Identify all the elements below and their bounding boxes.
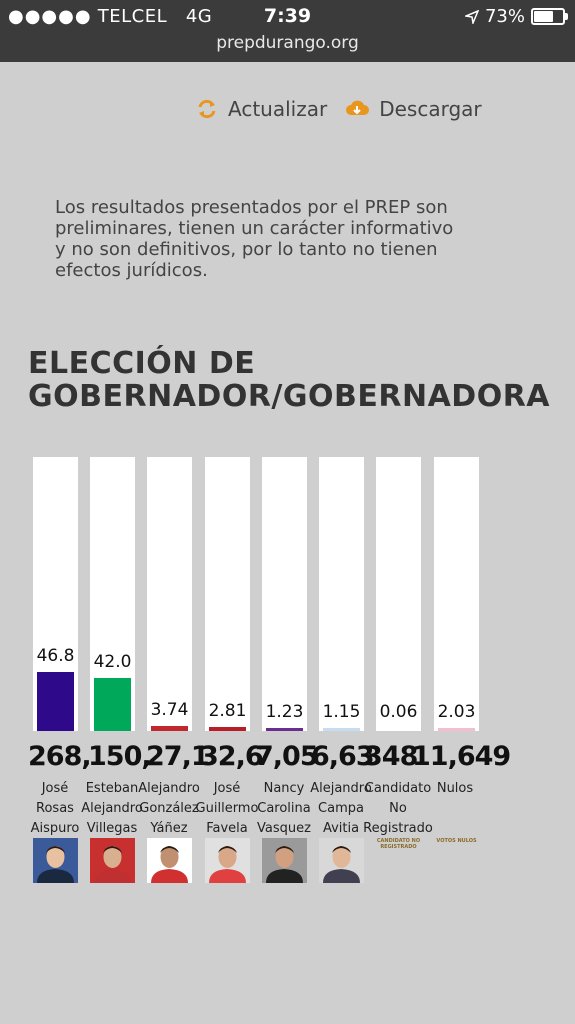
bar xyxy=(37,672,74,731)
candidate-name: Alejandro González Yáñez xyxy=(138,781,200,836)
bar-value-label: 42.0 xyxy=(93,652,132,673)
refresh-icon xyxy=(198,99,216,119)
vote-count: 268, xyxy=(28,741,92,772)
bar-column: 0.06 xyxy=(376,457,421,731)
portrait-icon xyxy=(147,838,192,883)
status-right: 73% xyxy=(464,6,568,27)
bar-column: 1.23 xyxy=(262,457,307,731)
portrait-icon xyxy=(33,838,78,883)
bar-chart: 46.8 42.0 3.74 2.81 1.23 1.15 0.06 2.03 xyxy=(0,457,575,731)
portrait-icon xyxy=(319,838,364,883)
vote-count: 32,6 xyxy=(200,741,264,772)
status-bar: ●●●●● TELCEL 4G 7:39 73% prepdurango.org xyxy=(0,0,575,62)
disclaimer-text: Los resultados presentados por el PREP s… xyxy=(55,197,454,281)
candidate-name: José Rosas Aispuro xyxy=(30,781,80,836)
vote-count: 7,05 xyxy=(255,741,319,772)
status-left: ●●●●● TELCEL 4G xyxy=(8,6,212,27)
portrait-icon xyxy=(262,838,307,883)
candidate-name: Alejandro Campa Avitia xyxy=(310,781,372,836)
bar-value-label: 46.8 xyxy=(36,646,75,667)
bar-value-label: 2.03 xyxy=(437,702,476,722)
bar-column: 1.15 xyxy=(319,457,364,731)
candidate-name: Esteban Alejandro Villegas xyxy=(81,781,143,836)
refresh-button[interactable]: Actualizar xyxy=(196,97,327,121)
bar xyxy=(209,727,246,731)
bar-value-label: 1.23 xyxy=(265,702,304,722)
download-button[interactable]: Descargar xyxy=(345,97,482,121)
bar xyxy=(266,728,303,731)
candidate-name: Candidato No Registrado xyxy=(363,781,433,836)
location-arrow-icon xyxy=(464,9,479,24)
portrait-icon xyxy=(205,838,250,883)
address-bar[interactable]: prepdurango.org xyxy=(216,33,359,53)
actions-bar: Actualizar Descargar xyxy=(196,97,500,121)
bar-column: 2.03 xyxy=(434,457,479,731)
unregistered-badge: CANDIDATO NO REGISTRADO xyxy=(376,838,421,850)
bar-value-label: 0.06 xyxy=(379,702,418,722)
bar xyxy=(151,726,188,731)
null-votes-badge: VOTOS NULOS xyxy=(436,838,477,844)
bar-column: 46.8 xyxy=(33,457,78,731)
bar-column: 3.74 xyxy=(147,457,192,731)
signal-icon: ●●●●● xyxy=(8,6,92,27)
download-label: Descargar xyxy=(379,97,482,121)
bar-value-label: 3.74 xyxy=(150,700,189,721)
bar-value-label: 1.15 xyxy=(322,702,361,722)
bar-value-label: 2.81 xyxy=(208,701,247,722)
title-line-1: ELECCIÓN DE xyxy=(28,346,256,381)
carrier-label: TELCEL xyxy=(97,6,168,27)
portrait-icon xyxy=(90,838,135,883)
vote-count: 348 xyxy=(364,741,418,772)
network-label: 4G xyxy=(185,6,213,27)
vote-count: 27,1 xyxy=(146,741,210,772)
battery-percent: 73% xyxy=(484,6,525,27)
bar xyxy=(323,728,360,731)
battery-icon xyxy=(531,8,568,25)
vote-count: 150, xyxy=(88,741,152,772)
bar-column: 2.81 xyxy=(205,457,250,731)
candidate-name: José Guillermo Favela xyxy=(195,781,259,836)
candidate-name: Nancy Carolina Vasquez xyxy=(257,781,311,836)
candidate-name: Nulos xyxy=(436,781,474,796)
clock: 7:39 xyxy=(263,5,312,27)
bar-column: 42.0 xyxy=(90,457,135,731)
page-title: ELECCIÓN DE GOBERNADOR/GOBERNADORA xyxy=(28,347,550,413)
bar xyxy=(438,728,475,731)
cloud-download-icon xyxy=(346,100,370,115)
refresh-label: Actualizar xyxy=(228,97,328,121)
bar xyxy=(380,728,417,731)
vote-count: 11,649 xyxy=(412,741,511,772)
vote-count: 6,63 xyxy=(311,741,375,772)
bar xyxy=(94,678,131,731)
title-line-2: GOBERNADOR/GOBERNADORA xyxy=(28,379,551,414)
